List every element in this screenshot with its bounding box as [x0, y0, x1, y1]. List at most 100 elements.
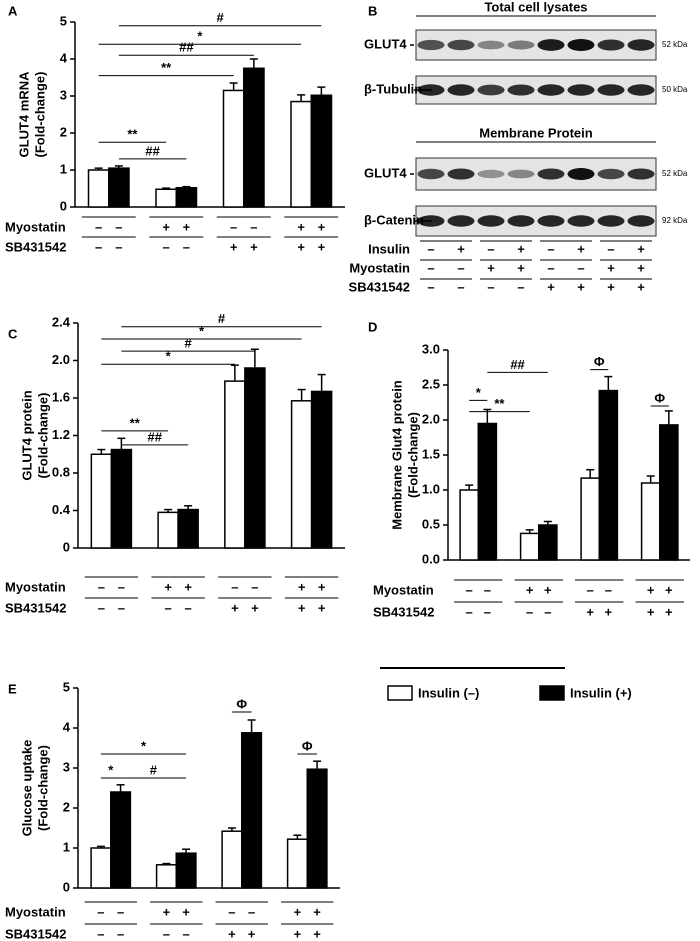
y-axis-label: Membrane Glut4 protein [389, 380, 404, 530]
treatment-sign: – [117, 926, 124, 941]
y-tick-label: 2.4 [52, 314, 71, 329]
bar [244, 367, 266, 549]
bar [90, 453, 113, 549]
panel-label: A [8, 3, 18, 18]
significance-label: # [185, 336, 193, 351]
bar [241, 732, 263, 889]
significance-label: Φ [302, 738, 313, 753]
treatment-sign: – [587, 582, 594, 597]
treatment-sign: + [647, 582, 655, 597]
significance-label: * [199, 323, 205, 338]
significance-label: * [108, 762, 114, 777]
treatment-sign: – [95, 239, 102, 254]
significance-label: ## [510, 357, 525, 372]
y-axis-label: Glucose uptake [19, 740, 34, 837]
treatment-sign: – [182, 926, 189, 941]
legend-swatch [539, 685, 565, 701]
bar [177, 508, 199, 549]
bar [477, 422, 498, 561]
treatment-sign: – [163, 926, 170, 941]
treatment-sign: – [607, 241, 614, 256]
bar [310, 390, 333, 549]
y-tick-label: 3 [60, 87, 67, 102]
treatment-sign: + [294, 904, 302, 919]
size-label: 92 kDa [662, 216, 688, 225]
treatment-sign: – [231, 579, 238, 594]
treatment-sign: – [97, 904, 104, 919]
treatment-sign: – [577, 260, 584, 275]
band [447, 215, 475, 227]
section-title: Membrane Protein [479, 125, 592, 140]
treatment-sign: + [318, 239, 326, 254]
panel-label: C [8, 326, 18, 341]
treatment-sign: + [637, 279, 645, 294]
bar [290, 400, 313, 549]
band [477, 169, 505, 179]
treatment-sign: + [605, 604, 613, 619]
y-tick-label: 0.4 [52, 502, 71, 517]
y-tick-label: 5 [60, 13, 67, 28]
bar [519, 532, 540, 561]
y-axis-label-sub: (Fold-change) [35, 745, 50, 831]
bar [108, 167, 130, 208]
bar [598, 389, 619, 561]
treatment-sign: – [605, 582, 612, 597]
treatment-sign: + [250, 239, 258, 254]
band [567, 84, 595, 96]
treatment-label: SB431542 [349, 279, 410, 294]
significance-label: Φ [594, 354, 605, 369]
band [597, 168, 625, 180]
bar [459, 489, 480, 561]
treatment-label: SB431542 [5, 926, 66, 941]
significance-label: # [217, 10, 225, 25]
treatment-sign: – [98, 579, 105, 594]
treatment-sign: – [118, 579, 125, 594]
y-tick-label: 0 [63, 539, 70, 554]
treatment-sign: – [115, 219, 122, 234]
treatment-sign: + [313, 904, 321, 919]
band [627, 168, 655, 180]
legend-label: Insulin (–) [418, 685, 479, 700]
band [477, 40, 505, 50]
treatment-sign: – [95, 219, 102, 234]
significance-label: Φ [654, 390, 665, 405]
bar [640, 482, 661, 561]
treatment-sign: – [185, 600, 192, 615]
y-tick-label: 3 [63, 759, 70, 774]
treatment-sign: + [547, 279, 555, 294]
treatment-sign: – [250, 219, 257, 234]
size-label: 52 kDa [662, 40, 688, 49]
bar [310, 94, 333, 208]
y-tick-label: 0 [60, 198, 67, 213]
legend-label: Insulin (+) [570, 685, 632, 700]
y-tick-label: 1 [60, 161, 67, 176]
treatment-sign: + [665, 604, 673, 619]
y-axis-label-sub: (Fold-change) [405, 412, 420, 498]
treatment-sign: + [183, 219, 191, 234]
treatment-sign: + [298, 579, 306, 594]
treatment-sign: – [251, 579, 258, 594]
band [537, 168, 565, 180]
bar [157, 511, 179, 549]
y-axis-label: GLUT4 protein [19, 390, 34, 480]
bar [175, 187, 198, 208]
treatment-sign: + [313, 926, 321, 941]
bar [243, 67, 265, 208]
band [627, 39, 655, 51]
bar [222, 89, 245, 208]
y-tick-label: 0 [63, 879, 70, 894]
treatment-sign: – [517, 279, 524, 294]
treatment-sign: – [118, 600, 125, 615]
significance-label: # [218, 311, 226, 326]
treatment-sign: + [607, 260, 615, 275]
band [537, 215, 565, 227]
band [417, 168, 445, 180]
protein-label: β-Tubulin [364, 81, 422, 96]
panel-label: D [368, 319, 377, 334]
band [537, 84, 565, 96]
y-tick-label: 4 [60, 50, 68, 65]
treatment-sign: + [184, 579, 192, 594]
treatment-sign: + [251, 600, 259, 615]
treatment-sign: + [487, 260, 495, 275]
